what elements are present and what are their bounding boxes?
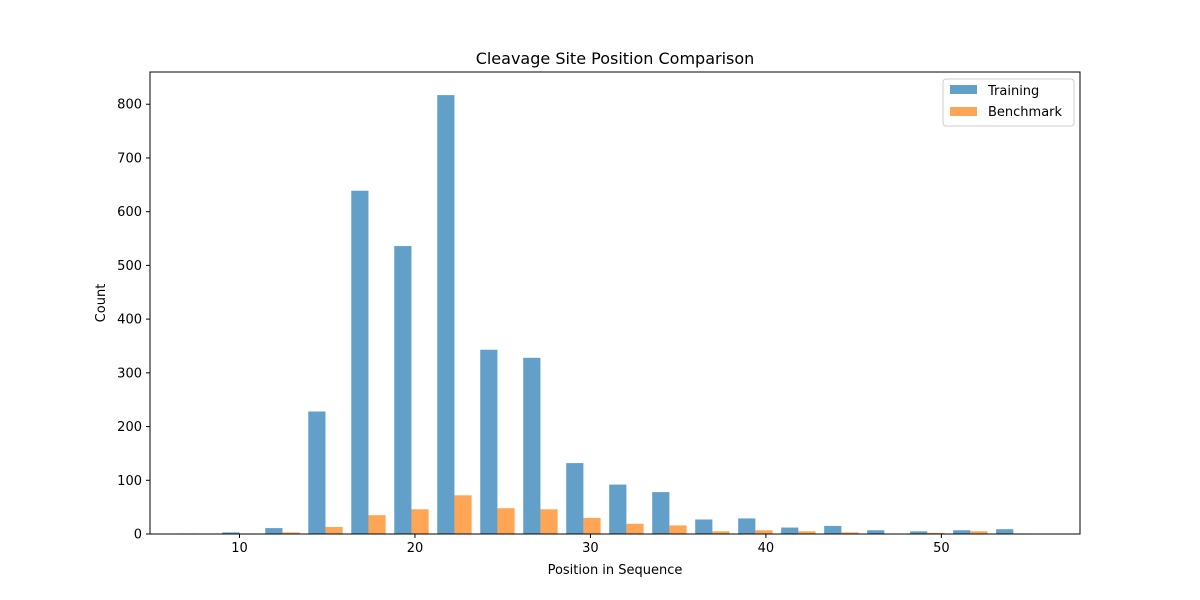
y-tick-label-700: 700: [117, 151, 142, 166]
x-tick-label-20: 20: [407, 541, 424, 556]
bar-training-15: [824, 525, 842, 534]
bar-training-7: [480, 349, 498, 534]
x-tick-label-50: 50: [933, 541, 950, 556]
bar-benchmark-14: [798, 531, 816, 534]
x-axis-label: Position in Sequence: [548, 563, 683, 578]
bar-training-1: [222, 532, 240, 534]
bar-training-4: [351, 190, 369, 534]
bar-training-17: [910, 531, 928, 534]
bar-training-6: [437, 95, 455, 534]
bar-training-16: [867, 530, 885, 534]
y-tick-label-300: 300: [117, 366, 142, 381]
x-tick-label-40: 40: [758, 541, 775, 556]
bar-benchmark-11: [669, 525, 687, 534]
y-tick-label-400: 400: [117, 313, 142, 328]
y-tick-label-100: 100: [117, 474, 142, 489]
y-tick-label-0: 0: [134, 528, 142, 543]
bar-training-3: [308, 411, 326, 534]
bar-training-2: [265, 528, 283, 534]
y-tick-label-600: 600: [117, 205, 142, 220]
plot-frame: [149, 71, 1081, 535]
y-tick-label-800: 800: [117, 98, 142, 113]
legend: Training Benchmark: [942, 78, 1075, 127]
bar-benchmark-2: [282, 532, 300, 534]
bar-benchmark-4: [368, 515, 386, 534]
bar-training-12: [695, 519, 713, 534]
bar-training-18: [953, 530, 971, 534]
bar-benchmark-8: [540, 509, 558, 534]
bar-benchmark-7: [497, 508, 515, 534]
bar-training-8: [523, 357, 541, 534]
bar-benchmark-10: [626, 523, 644, 534]
chart-title: Cleavage Site Position Comparison: [476, 49, 755, 68]
bar-benchmark-13: [755, 530, 773, 534]
bar-benchmark-17: [927, 532, 945, 534]
bar-training-19: [996, 529, 1014, 534]
x-tick-label-10: 10: [231, 541, 248, 556]
y-tick-label-200: 200: [117, 420, 142, 435]
bar-training-11: [652, 492, 670, 534]
legend-swatch-benchmark: [950, 107, 977, 116]
y-tick-label-500: 500: [117, 259, 142, 274]
y-axis-label: Count: [94, 284, 109, 323]
x-tick-label-30: 30: [582, 541, 599, 556]
bar-benchmark-18: [970, 531, 988, 534]
x-axis-ticks: 10 20 30 40 50: [231, 534, 950, 556]
bar-benchmark-3: [325, 527, 343, 534]
bar-benchmark-5: [411, 509, 429, 534]
bar-training-5: [394, 246, 412, 534]
bar-training-9: [566, 463, 584, 534]
bar-training-13: [738, 518, 756, 534]
legend-label-training: Training: [987, 84, 1039, 99]
legend-swatch-training: [950, 85, 977, 94]
bar-benchmark-15: [841, 532, 859, 534]
y-axis-ticks: 0 100 200 300 400 500 600 700 800: [117, 98, 150, 543]
bar-training-14: [781, 527, 799, 534]
bar-benchmark-12: [712, 531, 730, 534]
bars-layer: [179, 95, 1031, 534]
legend-label-benchmark: Benchmark: [988, 105, 1063, 120]
bar-training-10: [609, 484, 627, 534]
bar-benchmark-6: [454, 495, 472, 534]
bar-benchmark-9: [583, 517, 601, 534]
